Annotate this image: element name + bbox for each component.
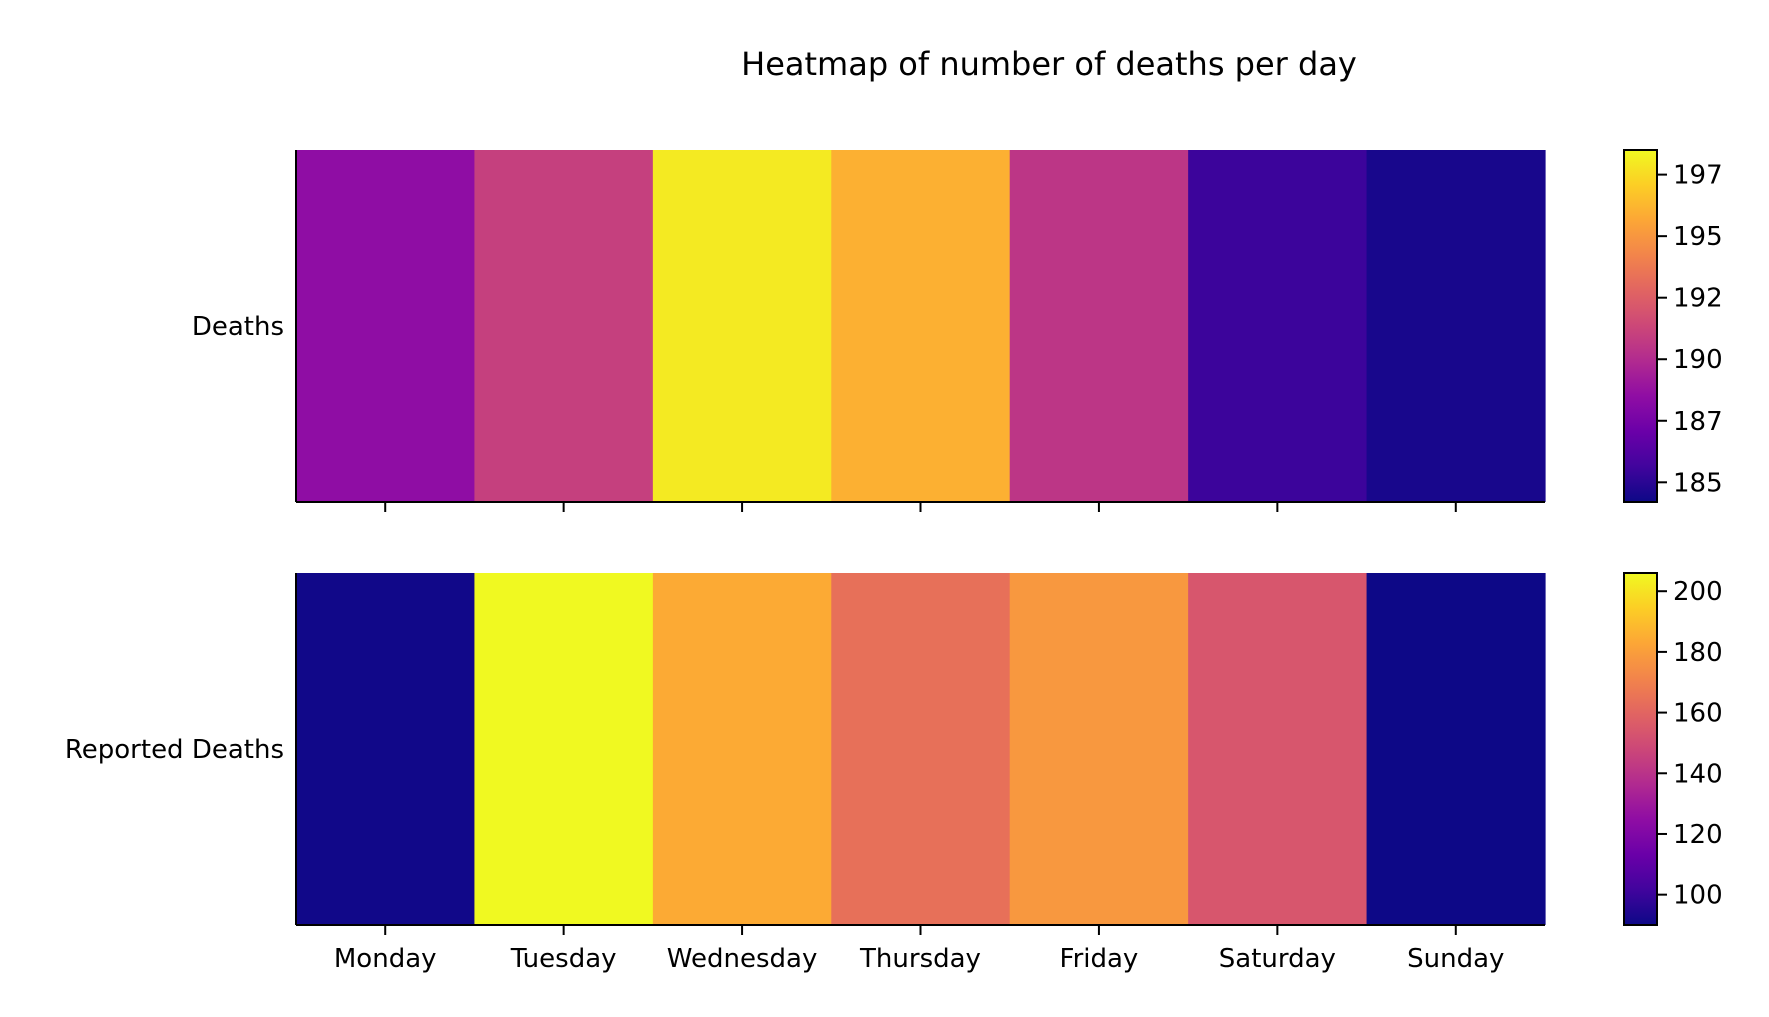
colorbar-1: 185 187 190 192 195 197 — [1623, 149, 1723, 503]
colorbar-frame — [1623, 572, 1658, 926]
x-tick-label: Saturday — [1219, 944, 1336, 974]
x-tick-label: Tuesday — [510, 944, 617, 974]
colorbar-tick-label: 180 — [1673, 638, 1723, 668]
colorbar-gradient — [1624, 573, 1657, 925]
heatmap-cell-wednesday — [652, 150, 832, 502]
heatmap-panel-2: Monday Tuesday Wednesday Thursday Friday Satu… — [65, 572, 1723, 974]
heatmap-cell-saturday — [1188, 150, 1368, 502]
row-label: Reported Deaths — [65, 735, 284, 765]
colorbar-tick-label: 100 — [1673, 881, 1723, 911]
x-tick-label: Friday — [1060, 944, 1139, 974]
x-tick-label: Thursday — [859, 944, 981, 974]
colorbar-tick-label: 185 — [1673, 468, 1723, 498]
colorbar-tick-label: 190 — [1673, 345, 1723, 375]
colorbar-tick-label: 197 — [1673, 161, 1723, 191]
heatmap-cell-tuesday — [474, 150, 654, 502]
colorbar-tick-label: 187 — [1673, 407, 1723, 437]
chart-title: Heatmap of number of deaths per day — [741, 45, 1357, 83]
colorbar-tick-label: 160 — [1673, 699, 1723, 729]
heatmap-cell-tuesday — [474, 573, 654, 925]
heatmap-cell-friday — [1009, 150, 1189, 502]
colorbar-tick-label: 120 — [1673, 820, 1723, 850]
colorbar-gradient — [1624, 150, 1657, 502]
colorbar-frame — [1623, 149, 1658, 503]
colorbar-2: 100 120 140 160 180 200 — [1623, 572, 1723, 926]
heatmap-cell-sunday — [1366, 573, 1546, 925]
x-tick-label: Monday — [334, 944, 437, 974]
heatmap-panels: Deaths 185 187 190 192 195 197 Monday Tuesday Wed… — [65, 149, 1723, 974]
colorbar-tick-label: 200 — [1673, 577, 1723, 607]
heatmap-cell-monday — [296, 150, 476, 502]
heatmap-cell-friday — [1009, 573, 1189, 925]
heatmap-cell-sunday — [1366, 150, 1546, 502]
row-label: Deaths — [192, 312, 284, 342]
heatmap-cell-wednesday — [652, 573, 832, 925]
colorbar-tick-label: 140 — [1673, 759, 1723, 789]
x-tick-label: Wednesday — [667, 944, 818, 974]
heatmap-cell-thursday — [831, 573, 1011, 925]
colorbar-tick-label: 195 — [1673, 222, 1723, 252]
x-tick-label: Sunday — [1407, 944, 1504, 974]
heatmap-panel-1: Deaths 185 187 190 192 195 197 — [192, 149, 1723, 512]
heatmap-cell-saturday — [1188, 573, 1368, 925]
heatmap-cell-thursday — [831, 150, 1011, 502]
heatmap-cell-monday — [296, 573, 476, 925]
colorbar-tick-label: 192 — [1673, 284, 1723, 314]
